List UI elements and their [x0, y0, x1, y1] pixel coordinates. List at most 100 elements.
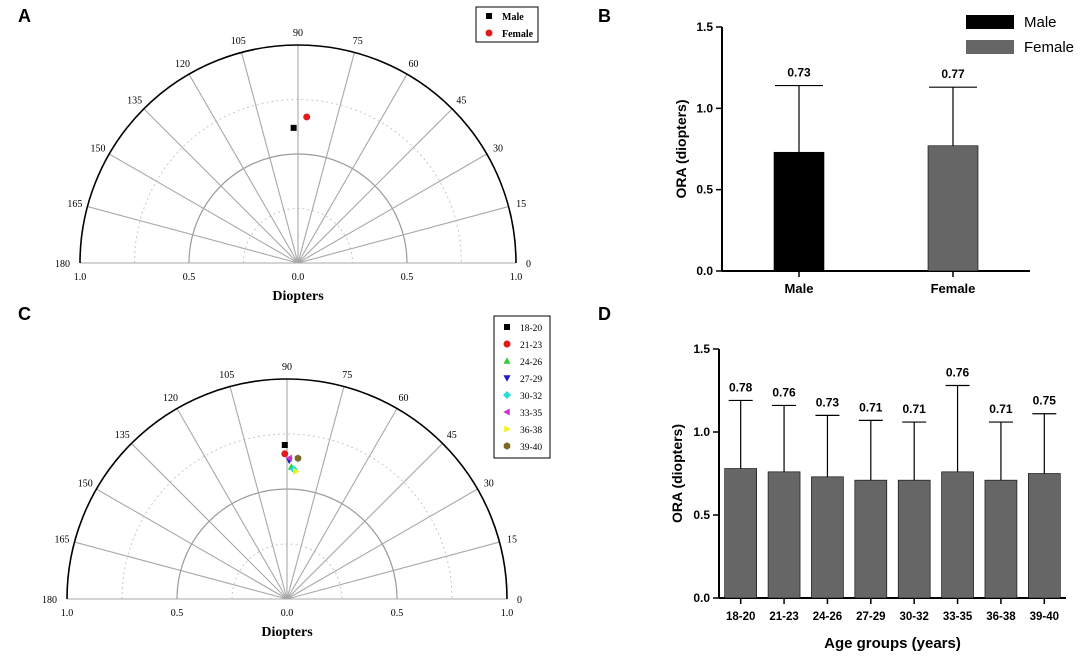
panel-d-bar-24-26 — [811, 476, 844, 599]
panel-c-angle-tick-label: 0 — [517, 595, 522, 606]
panel-d-value-label-30-32: 0.71 — [903, 402, 927, 416]
panel-c-outer-arc — [66, 378, 508, 600]
panel-b-bar-chart: 0.0 0.5 1.0 1.5 ORA (diopters) 0.73 Male 0.77 Fe… — [673, 14, 1074, 296]
panel-a-angle-tick-label: 90 — [293, 28, 303, 39]
panel-b-value-label-Female: 0.77 — [941, 67, 965, 81]
panel-b-x-tick-label-Female: Female — [931, 281, 976, 296]
panel-a-legend-marker-Female — [485, 29, 493, 37]
panel-b-y-tick-label: 1.5 — [696, 20, 713, 34]
panel-c-angle-tick-label: 135 — [115, 430, 130, 441]
panel-a-radial-tick-label: 1.0 — [510, 272, 523, 283]
panel-a-angle-tick-label: 135 — [127, 96, 142, 107]
panel-a-angle-tick-label: 150 — [90, 144, 105, 155]
panel-c-angle-tick-label: 165 — [54, 535, 69, 546]
panel-a-angle-tick-label: 45 — [456, 96, 466, 107]
panel-d-y-tick-label: 0.5 — [693, 508, 710, 522]
panel-c-radial-tick-label: 0.5 — [391, 608, 404, 619]
panel-c-legend-label: 21-23 — [520, 341, 542, 351]
panel-c-angle-tick-label: 45 — [447, 430, 457, 441]
panel-c-point-36-38 — [293, 467, 300, 475]
panel-a-legend-label: Male — [502, 12, 524, 23]
panel-a-x-axis-title: Diopters — [272, 289, 324, 304]
panel-d-x-tick-label-21-23: 21-23 — [769, 611, 798, 623]
panel-b-legend-swatch-Female — [966, 40, 1014, 54]
panel-d-bar-27-29 — [854, 479, 888, 599]
panel-a-angle-tick-label: 15 — [516, 199, 526, 210]
panel-d-bar-39-40 — [1028, 473, 1061, 599]
panel-c-legend-label: 30-32 — [520, 392, 542, 402]
panel-a-spoke — [188, 73, 299, 264]
panel-c-angle-tick-label: 105 — [219, 370, 234, 381]
panel-d-x-tick-label-36-38: 36-38 — [986, 611, 1016, 623]
panel-c-legend-label: 36-38 — [520, 426, 542, 436]
panel-d-value-label-24-26: 0.73 — [816, 395, 840, 409]
panel-a-radial-tick-label: 0.5 — [183, 272, 196, 283]
panel-c-legend-marker-21-23 — [503, 340, 511, 348]
panel-c-radial-tick-label: 1.0 — [501, 608, 514, 619]
panel-d-bar-chart: 0.0 0.5 1.0 1.5 ORA (diopters) 0.78 18-20 0.76 2… — [669, 342, 1066, 652]
panel-b-y-axis-title: ORA (diopters) — [673, 99, 689, 198]
panel-c-angle-tick-label: 60 — [399, 393, 409, 404]
panel-d-x-tick-label-27-29: 27-29 — [856, 611, 885, 623]
panel-d-bar-18-20 — [724, 468, 757, 599]
panel-c-spoke — [229, 386, 288, 600]
panel-c-legend-label: 39-40 — [520, 443, 542, 453]
panel-d-y-tick-label: 1.0 — [693, 425, 710, 439]
panel-a-spoke — [297, 73, 408, 264]
panel-c-spoke — [286, 386, 345, 600]
panel-c-spoke — [286, 443, 443, 600]
panel-b-legend-swatch-Male — [966, 15, 1014, 29]
panel-a-radial-tick-label: 1.0 — [74, 272, 87, 283]
panel-c-spoke — [286, 408, 398, 600]
panel-c-angle-tick-label: 120 — [163, 393, 178, 404]
panel-a-spoke — [87, 206, 299, 264]
panel-c-spoke — [96, 488, 288, 600]
panel-c-legend-marker-33-35 — [503, 408, 510, 416]
panel-c-angle-tick-label: 75 — [342, 370, 352, 381]
panel-a-angle-tick-label: 120 — [175, 59, 190, 70]
panel-d-value-label-39-40: 0.75 — [1033, 394, 1057, 408]
panel-c-spoke — [286, 488, 478, 600]
panel-a-legend-label: Female — [502, 29, 534, 40]
panel-a-spoke — [297, 206, 509, 264]
panel-c-angle-tick-label: 90 — [282, 362, 292, 373]
panel-d-y-axis-title: ORA (diopters) — [669, 424, 685, 523]
panel-letter-c: C — [18, 304, 31, 324]
panel-b-legend-label: Female — [1024, 39, 1074, 56]
panel-c-polar-chart: 0 15 30 45 60 75 90 105 120 135 150 165 180 1.0 0.5 0.0… — [42, 315, 551, 640]
panel-c-legend-label: 33-35 — [520, 409, 542, 419]
panel-letter-d: D — [598, 304, 611, 324]
panel-a-angle-tick-label: 0 — [526, 259, 531, 270]
panel-a-outer-arc — [79, 44, 517, 264]
panel-c-x-axis-title: Diopters — [261, 625, 313, 640]
panel-d-bar-33-35 — [941, 471, 974, 599]
panel-c-angle-tick-label: 150 — [78, 479, 93, 490]
panel-c-point-21-23 — [281, 450, 289, 458]
panel-c-legend-marker-24-26 — [503, 357, 511, 364]
panel-d-x-tick-label-33-35: 33-35 — [943, 611, 973, 623]
panel-d-value-label-18-20: 0.78 — [729, 380, 753, 394]
panel-a-spoke — [297, 108, 453, 264]
panel-c-radial-tick-label: 0.0 — [281, 608, 294, 619]
panel-a-radial-tick-label: 0.5 — [401, 272, 414, 283]
panel-b-y-tick-label: 1.0 — [696, 101, 713, 115]
panel-a-legend-box — [475, 6, 539, 43]
panel-a-angle-tick-label: 180 — [55, 259, 70, 270]
panel-c-legend-label: 24-26 — [520, 358, 542, 368]
panel-c-radial-tick-label: 1.0 — [61, 608, 74, 619]
panel-c-legend-marker-36-38 — [504, 425, 511, 433]
panel-c-angle-tick-label: 180 — [42, 595, 57, 606]
panel-a-angle-tick-label: 75 — [353, 36, 363, 47]
panel-a-spoke — [297, 52, 355, 264]
panel-c-spoke — [131, 443, 288, 600]
panel-a-angle-tick-label: 30 — [493, 144, 503, 155]
panel-c-point-18-20 — [281, 442, 288, 448]
panel-b-x-tick-label-Male: Male — [785, 281, 814, 296]
panel-a-spoke — [143, 108, 299, 264]
panel-b-bar-Female — [927, 145, 979, 272]
panel-letter-b: B — [598, 6, 611, 26]
panel-c-legend-marker-27-29 — [503, 375, 511, 382]
panel-d-bar-36-38 — [984, 479, 1018, 599]
panel-d-value-label-21-23: 0.76 — [772, 385, 796, 399]
panel-c-point-33-35 — [285, 454, 292, 462]
